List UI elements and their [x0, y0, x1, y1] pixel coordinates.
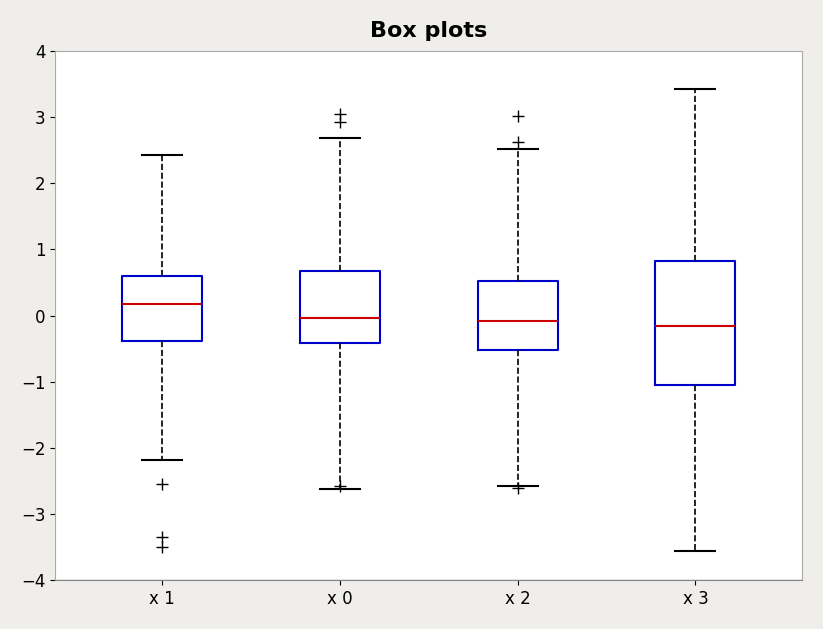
Title: Box plots: Box plots — [370, 21, 487, 41]
